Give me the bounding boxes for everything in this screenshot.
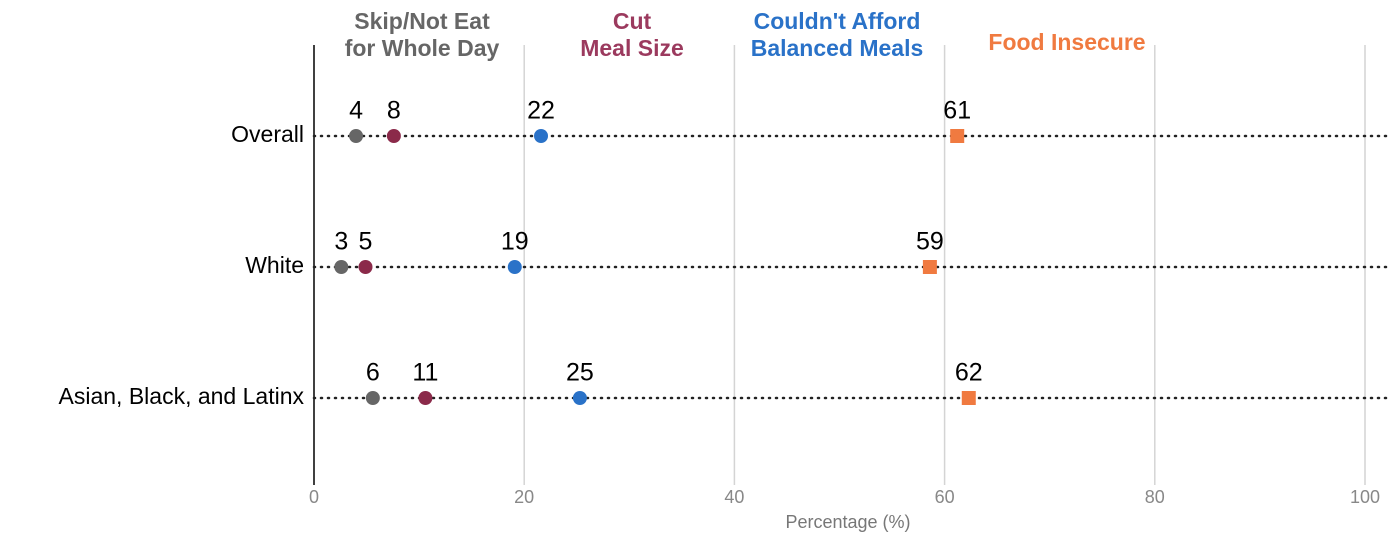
data-label: 19 (501, 228, 529, 256)
data-label: 6 (366, 359, 380, 387)
legend-entry: Couldn't Afford Balanced Meals (750, 8, 924, 61)
point (572, 391, 587, 405)
x-tick-label: 40 (724, 487, 744, 507)
point (365, 391, 380, 405)
data-label: 4 (349, 97, 363, 125)
point (349, 129, 364, 143)
data-label: 3 (334, 228, 348, 256)
data-label: 59 (916, 228, 944, 256)
point (418, 391, 433, 405)
data-label: 62 (955, 359, 983, 387)
x-axis-label: Percentage (%) (785, 512, 910, 532)
x-tick-label: 0 (309, 487, 319, 507)
category-label: Overall (231, 121, 304, 147)
point (961, 391, 976, 405)
x-tick-label: 60 (935, 487, 955, 507)
legend-entry: Cut Meal Size (580, 8, 684, 61)
legend-entry: Food Insecure (988, 29, 1146, 55)
point (358, 260, 373, 274)
data-label: 8 (387, 97, 401, 125)
point (386, 129, 401, 143)
data-label: 61 (943, 97, 971, 125)
data-label: 22 (527, 97, 555, 125)
point (922, 260, 937, 274)
category-label: White (245, 252, 304, 278)
point (534, 129, 549, 143)
point (334, 260, 349, 274)
point (507, 260, 522, 274)
data-label: 25 (566, 359, 594, 387)
data-label: 5 (359, 228, 373, 256)
category-label: Asian, Black, and Latinx (59, 383, 305, 409)
point (950, 129, 965, 143)
legend-entry: Skip/Not Eat for Whole Day (344, 8, 500, 61)
data-label: 11 (412, 359, 438, 387)
x-tick-label: 80 (1145, 487, 1165, 507)
x-tick-label: 20 (514, 487, 534, 507)
x-tick-label: 100 (1350, 487, 1380, 507)
